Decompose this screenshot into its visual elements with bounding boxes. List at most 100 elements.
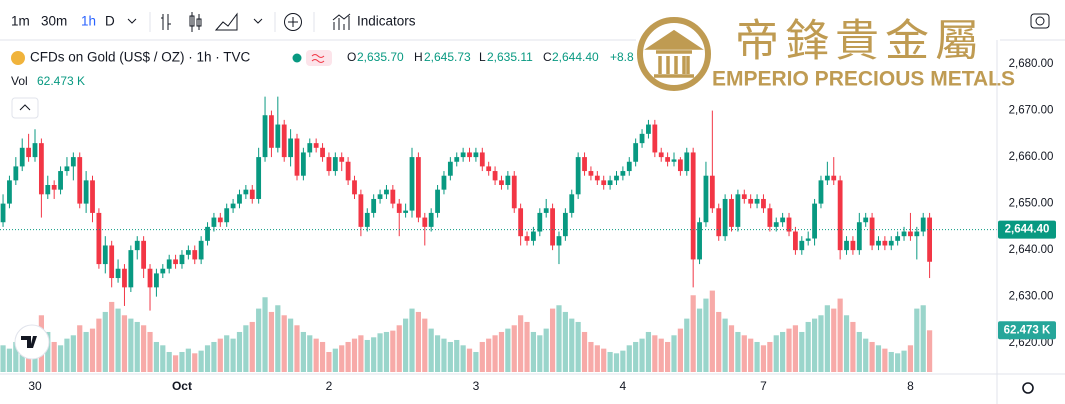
- volume-bar: [773, 335, 779, 372]
- volume-bar: [211, 341, 217, 372]
- volume-bar: [409, 308, 415, 372]
- camera-icon[interactable]: [1030, 13, 1050, 29]
- ohlc-key: H: [414, 50, 423, 64]
- candle-body: [863, 217, 869, 223]
- ohlc-value: 2,635.70: [357, 50, 404, 64]
- candle-body: [927, 217, 932, 262]
- volume-bar: [907, 345, 914, 372]
- bar-type-icon[interactable]: [161, 14, 171, 30]
- candle-body: [703, 175, 709, 223]
- volume-bar: [192, 353, 198, 372]
- area-type-icon[interactable]: [214, 12, 238, 31]
- camera-icon[interactable]: [1035, 16, 1045, 26]
- candle-body: [805, 238, 811, 241]
- candle-body: [269, 115, 274, 148]
- interval[interactable]: 30m: [41, 14, 67, 29]
- volume-bar: [524, 321, 530, 372]
- volume-bar: [326, 351, 332, 372]
- volume-axis-label: 62.473 K: [1004, 324, 1051, 336]
- candle-body: [620, 171, 626, 176]
- volume-bar: [511, 325, 517, 372]
- volume-bar: [581, 331, 588, 372]
- candle-body: [358, 194, 364, 227]
- volume-bar: [364, 339, 370, 372]
- volume-bar: [441, 338, 447, 372]
- candle-type-icon[interactable]: [189, 12, 202, 32]
- settings-icon[interactable]: [1022, 382, 1034, 394]
- volume-bar: [377, 333, 383, 372]
- collapse-icon[interactable]: [19, 104, 31, 111]
- volume-bar: [307, 335, 313, 372]
- candle-body: [217, 217, 223, 223]
- volume-bar: [741, 335, 747, 372]
- interval[interactable]: 1m: [11, 14, 30, 29]
- volume-bar: [332, 348, 338, 372]
- volume-bar: [166, 351, 172, 372]
- volume-bar: [805, 321, 811, 372]
- logo-chinese: 帝鋒貴金屬: [735, 16, 985, 67]
- volume-bar: [505, 328, 511, 372]
- candle-body: [428, 212, 434, 227]
- indicators-button[interactable]: Indicators: [357, 14, 416, 29]
- candle-body: [601, 180, 607, 186]
- collapse-button[interactable]: [11, 97, 39, 119]
- candle-body: [492, 171, 498, 181]
- indicators-icon[interactable]: [332, 13, 351, 30]
- volume-bar: [134, 321, 140, 372]
- candle-body: [38, 143, 44, 195]
- candle-body: [658, 152, 664, 158]
- volume-bar: [243, 325, 249, 372]
- volume-bar: [518, 315, 524, 372]
- candle-body: [844, 240, 849, 251]
- candle-body: [908, 231, 913, 237]
- candle-body: [377, 194, 383, 199]
- volume-bar: [492, 335, 498, 372]
- candle-body: [326, 157, 332, 172]
- volume-bar: [460, 345, 466, 372]
- candle-body: [211, 217, 217, 227]
- volume-bar: [294, 325, 300, 372]
- x-tick-label: 8: [907, 379, 914, 393]
- interval[interactable]: D: [105, 14, 115, 29]
- volume-bar: [403, 318, 409, 372]
- volume-bar: [281, 315, 287, 372]
- volume-bar: [824, 305, 830, 372]
- candle-body: [505, 175, 511, 186]
- volume-bar: [358, 335, 364, 372]
- volume-bar: [351, 338, 358, 372]
- candle-body: [115, 268, 121, 279]
- candle-body: [709, 175, 715, 209]
- candle-body: [646, 124, 651, 134]
- ohlc-key: O: [347, 50, 356, 64]
- symbol-title[interactable]: CFDs on Gold (US$ / OZ) · 1h · TVC: [30, 50, 251, 65]
- logo-english: EMPERIO PRECIOUS METALS: [712, 68, 1015, 91]
- volume-bar: [811, 318, 818, 372]
- candle-body: [403, 210, 409, 213]
- volume-bar: [837, 298, 843, 372]
- volume-bar: [13, 341, 19, 372]
- candle-body: [141, 240, 147, 269]
- volume-value: 62.473 K: [37, 74, 85, 88]
- volume-bar: [575, 321, 581, 372]
- candle-body: [13, 166, 19, 181]
- candle-body: [460, 152, 466, 158]
- volume-bar: [236, 331, 243, 372]
- volume-bar: [665, 341, 671, 372]
- dropdown-icon[interactable]: [127, 18, 137, 24]
- logo-emblem: [637, 17, 711, 91]
- candle-body: [741, 194, 747, 199]
- add-icon[interactable]: [284, 13, 302, 31]
- volume-bar: [268, 311, 275, 372]
- dropdown-icon[interactable]: [253, 18, 263, 24]
- candle-body: [51, 185, 57, 190]
- candle-body: [230, 203, 236, 209]
- candle-body: [77, 157, 83, 204]
- candle-body: [237, 194, 242, 204]
- x-tick-label: Oct: [172, 379, 192, 393]
- candle-body: [626, 161, 632, 172]
- interval-active[interactable]: 1h: [81, 14, 96, 29]
- candle-body: [134, 240, 140, 251]
- candle-body: [837, 180, 843, 251]
- volume-bar: [895, 353, 901, 372]
- add-icon[interactable]: [288, 17, 298, 27]
